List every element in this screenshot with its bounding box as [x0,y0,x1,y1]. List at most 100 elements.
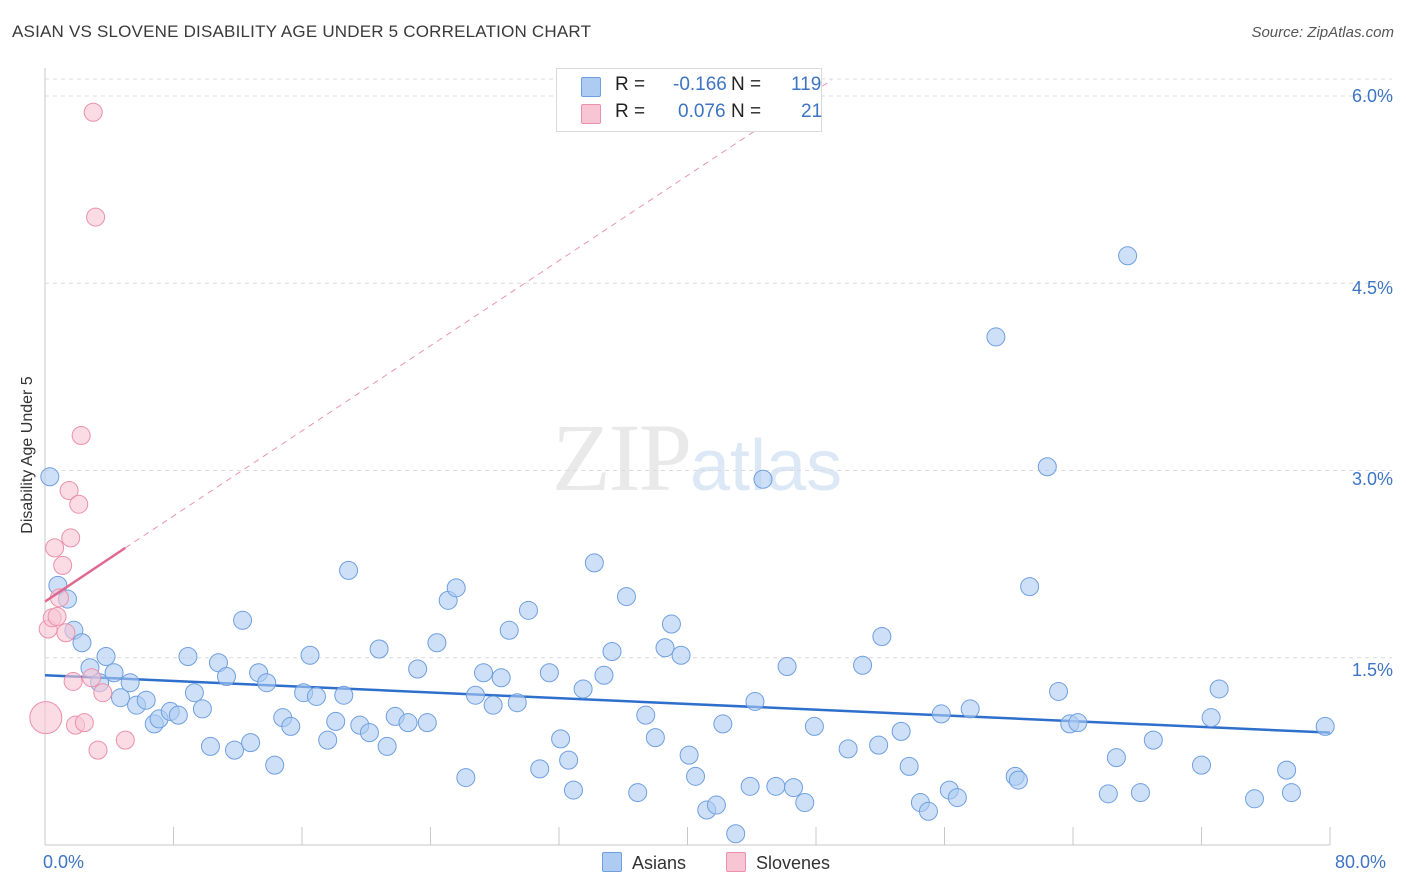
legend-r-label: R = [615,74,646,95]
point-asians [1209,679,1229,699]
point-asians [636,705,656,725]
point-asians [168,705,188,725]
point-slovenes [47,607,67,627]
point-asians [753,469,773,489]
point-asians [265,755,285,775]
point-asians [104,663,124,683]
legend-r-value: -0.166 [673,74,727,95]
point-asians [713,714,733,734]
point-asians [706,795,726,815]
y-tick-label: 6.0% [1351,86,1393,106]
point-slovenes [115,730,135,750]
point-asians [427,633,447,653]
point-asians [869,735,889,755]
point-slovenes [88,740,108,760]
point-asians [499,620,519,640]
point-slovenes [63,671,83,691]
point-asians [838,739,858,759]
point-asians [178,647,198,667]
point-slovenes [93,683,113,703]
point-asians [602,642,622,662]
point-asians [661,614,681,634]
point-asians [1130,783,1150,803]
point-slovenes [29,701,63,735]
legend-n-label: N = [731,74,762,95]
point-asians [899,756,919,776]
trend-line-slovenes [44,546,127,603]
point-asians [584,553,604,573]
bottom-legend-label: Asians [632,853,687,873]
point-asians [1008,770,1028,790]
legend-n-value: 119 [791,74,822,95]
point-asians [136,690,156,710]
point-asians [645,728,665,748]
point-asians [1049,681,1069,701]
point-asians [483,695,503,715]
point-asians [947,788,967,808]
point-asians [766,776,786,796]
point-asians [986,327,1006,347]
point-slovenes [69,494,89,514]
point-asians [1245,789,1265,809]
point-asians [40,467,60,487]
watermark-zip: ZIP [552,404,692,511]
point-asians [446,578,466,598]
point-asians [398,713,418,733]
point-asians [318,730,338,750]
source-note: Source: ZipAtlas.com [1251,24,1394,41]
point-asians [200,736,220,756]
point-asians [456,768,476,788]
bottom-legend-swatch-slovenes [726,852,746,872]
point-asians [795,793,815,813]
point-slovenes [71,426,91,446]
point-slovenes [53,555,73,575]
point-asians [1098,784,1118,804]
point-asians [281,716,301,736]
legend-swatch-slovenes [581,104,601,124]
point-asians [1068,713,1088,733]
point-asians [740,776,760,796]
point-asians [1281,783,1301,803]
point-asians [1315,716,1335,736]
x-tick-label: 80.0% [1335,852,1387,872]
point-asians [628,783,648,803]
point-asians [777,656,797,676]
point-asians [417,713,437,733]
point-slovenes [83,102,103,122]
point-asians [872,627,892,647]
point-asians [530,759,550,779]
point-slovenes [61,528,81,548]
point-asians [686,766,706,786]
legend-n-value: 21 [801,101,823,122]
point-asians [369,639,389,659]
point-asians [918,801,938,821]
point-asians [671,645,691,665]
point-asians [518,600,538,620]
point-asians [241,733,261,753]
point-asians [110,688,130,708]
point-asians [465,685,485,705]
x-tick-label: 0.0% [43,852,85,872]
point-asians [563,780,583,800]
legend-swatch-asians [581,77,601,97]
point-asians [616,587,636,607]
point-asians [408,659,428,679]
point-asians [745,691,765,711]
point-asians [804,716,824,736]
point-asians [1277,760,1297,780]
point-asians [300,645,320,665]
point-asians [726,824,746,844]
point-asians [233,610,253,630]
trend-line-slovenes-extension [125,79,833,549]
point-asians [1143,730,1163,750]
y-axis-label: Disability Age Under 5 [19,376,36,534]
point-asians [334,685,354,705]
point-asians [679,745,699,765]
point-asians [257,673,277,693]
bottom-legend-label: Slovenes [756,853,831,873]
point-asians [359,723,379,743]
y-tick-label: 3.0% [1351,469,1393,489]
point-asians [784,778,804,798]
point-asians [960,699,980,719]
